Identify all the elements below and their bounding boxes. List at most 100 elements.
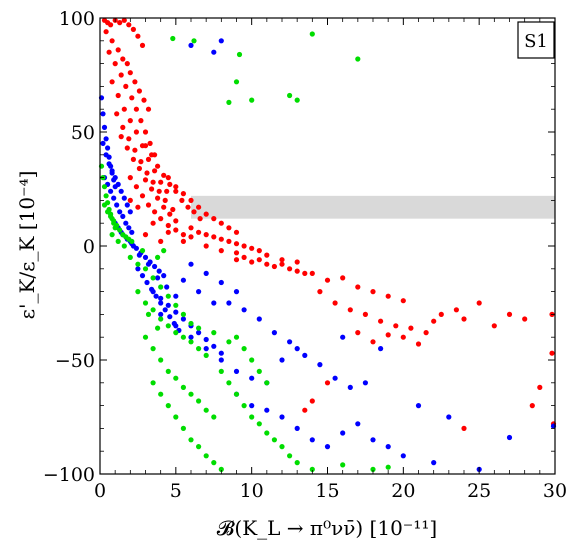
data-point (121, 106, 127, 112)
y-tick-label: 100 (59, 8, 95, 30)
data-point (218, 350, 224, 356)
data-point (196, 330, 202, 336)
data-point (249, 245, 255, 251)
data-point (233, 229, 240, 235)
data-point (126, 225, 132, 231)
data-point (431, 318, 437, 324)
data-point (431, 460, 437, 466)
data-point (287, 92, 293, 99)
data-point (149, 186, 155, 192)
data-point (309, 398, 315, 404)
y-tick-label: 50 (71, 122, 95, 144)
data-point (302, 407, 308, 413)
data-point (105, 145, 111, 151)
data-point (370, 289, 376, 295)
data-point (203, 346, 209, 352)
data-point (549, 350, 555, 356)
data-point (145, 202, 152, 208)
axis-ticks: 0 5 10 15 20 25 30 −100 −50 0 50 100 (43, 8, 567, 502)
data-point (101, 124, 108, 130)
data-point (211, 414, 217, 420)
data-point (233, 391, 240, 397)
data-point (165, 302, 171, 308)
data-point (347, 307, 353, 313)
data-point (188, 437, 194, 443)
data-point (226, 238, 232, 244)
data-point (309, 31, 315, 37)
data-point (135, 266, 141, 272)
data-point (279, 261, 285, 267)
data-point (158, 300, 164, 306)
data-point (108, 188, 114, 194)
data-point (106, 49, 112, 55)
data-point (147, 140, 153, 146)
data-point (124, 145, 130, 151)
data-point (124, 202, 130, 208)
data-point (101, 184, 108, 190)
y-axis-label: ε'_K/ε_K [10⁻⁴] (15, 171, 39, 320)
data-point (203, 243, 209, 249)
data-point (173, 309, 179, 315)
data-point (109, 168, 115, 174)
data-point (161, 248, 167, 254)
data-point (211, 300, 217, 306)
data-point (164, 284, 170, 290)
data-point (139, 42, 146, 49)
data-point (188, 334, 194, 340)
x-tick-label: 30 (543, 480, 567, 502)
data-point (196, 346, 202, 352)
data-point (218, 236, 224, 242)
data-point (142, 334, 149, 340)
data-point (121, 243, 127, 249)
data-point (196, 398, 202, 404)
data-point (142, 254, 149, 260)
data-point (161, 172, 167, 178)
data-point (139, 248, 146, 254)
data-point (271, 263, 277, 270)
data-point (150, 289, 156, 295)
data-point (233, 257, 240, 263)
series-2 (98, 31, 391, 472)
data-point (180, 311, 186, 317)
data-point (233, 334, 240, 340)
data-point (120, 124, 126, 130)
data-point (340, 275, 346, 281)
data-point (162, 197, 168, 203)
data-point (155, 325, 161, 331)
x-tick-label: 15 (315, 480, 339, 502)
data-point (287, 339, 293, 345)
data-point (340, 334, 346, 340)
data-point (191, 209, 197, 215)
data-point (145, 311, 152, 317)
data-point (132, 79, 138, 85)
data-point (180, 334, 186, 340)
data-point (120, 56, 126, 62)
data-point (196, 229, 202, 235)
data-point (136, 165, 142, 172)
data-point (400, 298, 406, 304)
data-point (180, 238, 186, 244)
data-point (226, 99, 232, 105)
data-point (279, 444, 285, 450)
data-point (279, 414, 285, 420)
data-point (165, 229, 171, 235)
data-point (138, 159, 144, 165)
data-point (453, 307, 459, 313)
data-point (167, 314, 173, 320)
data-point (370, 437, 376, 443)
data-point (158, 311, 164, 317)
data-point (249, 375, 255, 381)
data-point (294, 425, 300, 431)
data-point (185, 204, 191, 210)
data-point (139, 193, 146, 199)
data-point (130, 156, 136, 162)
data-point (170, 35, 176, 42)
data-point (332, 300, 338, 306)
data-point (180, 425, 186, 431)
data-points-layer (98, 17, 557, 472)
data-point (114, 222, 120, 229)
data-point (287, 453, 293, 459)
data-point (155, 195, 161, 201)
data-point (118, 134, 124, 140)
data-point (203, 352, 209, 358)
